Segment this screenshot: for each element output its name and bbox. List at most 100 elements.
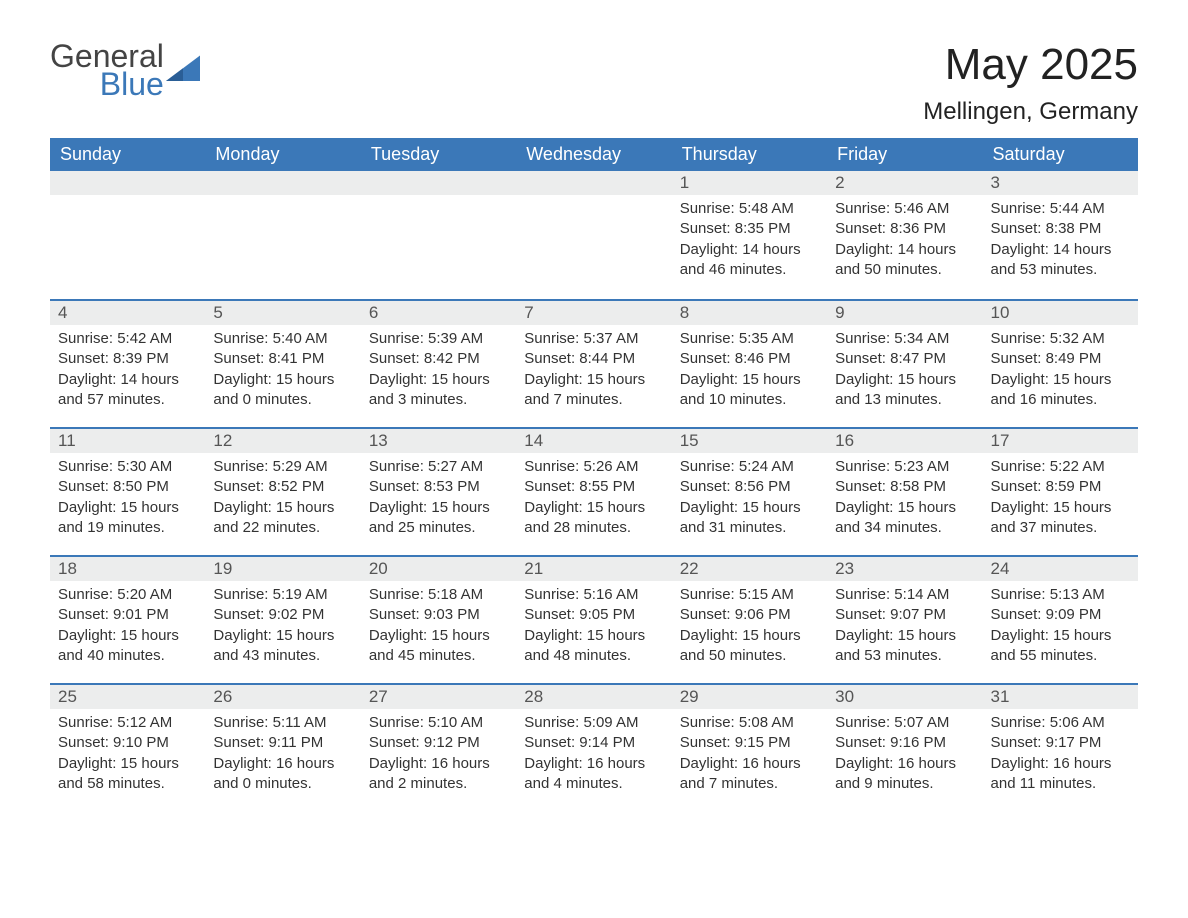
weekday-header-row: SundayMondayTuesdayWednesdayThursdayFrid… (50, 138, 1138, 171)
day-number (50, 171, 205, 195)
weekday-header: Wednesday (516, 138, 671, 171)
daylight-line: Daylight: 15 hours and 19 minutes. (58, 498, 197, 539)
sunrise-line: Sunrise: 5:18 AM (369, 585, 508, 605)
sunset-line: Sunset: 9:09 PM (991, 605, 1130, 625)
sunset-line: Sunset: 9:01 PM (58, 605, 197, 625)
sunrise-line: Sunrise: 5:11 AM (213, 713, 352, 733)
day-cell: 1Sunrise: 5:48 AMSunset: 8:35 PMDaylight… (672, 171, 827, 299)
day-cell: 30Sunrise: 5:07 AMSunset: 9:16 PMDayligh… (827, 685, 982, 811)
day-number: 30 (827, 685, 982, 709)
sunset-line: Sunset: 8:42 PM (369, 349, 508, 369)
day-number: 22 (672, 557, 827, 581)
sunrise-line: Sunrise: 5:32 AM (991, 329, 1130, 349)
brand-logo: General Blue (50, 40, 200, 100)
day-cell: 10Sunrise: 5:32 AMSunset: 8:49 PMDayligh… (983, 301, 1138, 427)
sunrise-line: Sunrise: 5:09 AM (524, 713, 663, 733)
page-title: May 2025 (923, 40, 1138, 90)
daylight-line: Daylight: 15 hours and 10 minutes. (680, 370, 819, 411)
day-number: 20 (361, 557, 516, 581)
sunset-line: Sunset: 8:39 PM (58, 349, 197, 369)
day-cell: 21Sunrise: 5:16 AMSunset: 9:05 PMDayligh… (516, 557, 671, 683)
sunset-line: Sunset: 8:35 PM (680, 219, 819, 239)
sunset-line: Sunset: 8:59 PM (991, 477, 1130, 497)
day-details: Sunrise: 5:09 AMSunset: 9:14 PMDaylight:… (516, 709, 671, 804)
daylight-line: Daylight: 15 hours and 40 minutes. (58, 626, 197, 667)
day-number: 5 (205, 301, 360, 325)
day-cell: 24Sunrise: 5:13 AMSunset: 9:09 PMDayligh… (983, 557, 1138, 683)
daylight-line: Daylight: 15 hours and 22 minutes. (213, 498, 352, 539)
day-cell (50, 171, 205, 299)
daylight-line: Daylight: 15 hours and 50 minutes. (680, 626, 819, 667)
day-number: 17 (983, 429, 1138, 453)
day-details: Sunrise: 5:48 AMSunset: 8:35 PMDaylight:… (672, 195, 827, 290)
day-cell: 19Sunrise: 5:19 AMSunset: 9:02 PMDayligh… (205, 557, 360, 683)
day-details: Sunrise: 5:18 AMSunset: 9:03 PMDaylight:… (361, 581, 516, 676)
sunset-line: Sunset: 9:15 PM (680, 733, 819, 753)
day-number: 1 (672, 171, 827, 195)
sunset-line: Sunset: 8:58 PM (835, 477, 974, 497)
daylight-line: Daylight: 14 hours and 50 minutes. (835, 240, 974, 281)
day-cell: 16Sunrise: 5:23 AMSunset: 8:58 PMDayligh… (827, 429, 982, 555)
sunrise-line: Sunrise: 5:24 AM (680, 457, 819, 477)
daylight-line: Daylight: 15 hours and 25 minutes. (369, 498, 508, 539)
day-number: 10 (983, 301, 1138, 325)
day-details: Sunrise: 5:26 AMSunset: 8:55 PMDaylight:… (516, 453, 671, 548)
day-cell (361, 171, 516, 299)
day-cell (516, 171, 671, 299)
day-number: 16 (827, 429, 982, 453)
day-cell (205, 171, 360, 299)
day-cell: 29Sunrise: 5:08 AMSunset: 9:15 PMDayligh… (672, 685, 827, 811)
day-details: Sunrise: 5:37 AMSunset: 8:44 PMDaylight:… (516, 325, 671, 420)
day-number: 8 (672, 301, 827, 325)
day-cell: 14Sunrise: 5:26 AMSunset: 8:55 PMDayligh… (516, 429, 671, 555)
day-number: 23 (827, 557, 982, 581)
day-details: Sunrise: 5:06 AMSunset: 9:17 PMDaylight:… (983, 709, 1138, 804)
day-number: 15 (672, 429, 827, 453)
day-number: 13 (361, 429, 516, 453)
day-cell: 18Sunrise: 5:20 AMSunset: 9:01 PMDayligh… (50, 557, 205, 683)
day-details: Sunrise: 5:20 AMSunset: 9:01 PMDaylight:… (50, 581, 205, 676)
day-cell: 23Sunrise: 5:14 AMSunset: 9:07 PMDayligh… (827, 557, 982, 683)
header-region: General Blue May 2025 Mellingen, Germany (50, 40, 1138, 126)
day-cell: 26Sunrise: 5:11 AMSunset: 9:11 PMDayligh… (205, 685, 360, 811)
week-row: 18Sunrise: 5:20 AMSunset: 9:01 PMDayligh… (50, 555, 1138, 683)
daylight-line: Daylight: 15 hours and 3 minutes. (369, 370, 508, 411)
day-cell: 5Sunrise: 5:40 AMSunset: 8:41 PMDaylight… (205, 301, 360, 427)
sunrise-line: Sunrise: 5:39 AM (369, 329, 508, 349)
daylight-line: Daylight: 15 hours and 13 minutes. (835, 370, 974, 411)
day-details: Sunrise: 5:46 AMSunset: 8:36 PMDaylight:… (827, 195, 982, 290)
day-number: 29 (672, 685, 827, 709)
daylight-line: Daylight: 15 hours and 0 minutes. (213, 370, 352, 411)
sunrise-line: Sunrise: 5:23 AM (835, 457, 974, 477)
sunrise-line: Sunrise: 5:06 AM (991, 713, 1130, 733)
day-details: Sunrise: 5:15 AMSunset: 9:06 PMDaylight:… (672, 581, 827, 676)
sunrise-line: Sunrise: 5:07 AM (835, 713, 974, 733)
day-number: 27 (361, 685, 516, 709)
day-cell: 3Sunrise: 5:44 AMSunset: 8:38 PMDaylight… (983, 171, 1138, 299)
weekday-header: Monday (205, 138, 360, 171)
day-cell: 9Sunrise: 5:34 AMSunset: 8:47 PMDaylight… (827, 301, 982, 427)
sunset-line: Sunset: 8:49 PM (991, 349, 1130, 369)
daylight-line: Daylight: 14 hours and 46 minutes. (680, 240, 819, 281)
location-label: Mellingen, Germany (923, 98, 1138, 126)
week-row: 4Sunrise: 5:42 AMSunset: 8:39 PMDaylight… (50, 299, 1138, 427)
day-number: 26 (205, 685, 360, 709)
day-number: 9 (827, 301, 982, 325)
weekday-header: Thursday (672, 138, 827, 171)
sunset-line: Sunset: 8:41 PM (213, 349, 352, 369)
day-number (205, 171, 360, 195)
sunrise-line: Sunrise: 5:46 AM (835, 199, 974, 219)
calendar: SundayMondayTuesdayWednesdayThursdayFrid… (50, 138, 1138, 811)
day-number (516, 171, 671, 195)
day-cell: 6Sunrise: 5:39 AMSunset: 8:42 PMDaylight… (361, 301, 516, 427)
day-details: Sunrise: 5:27 AMSunset: 8:53 PMDaylight:… (361, 453, 516, 548)
day-number: 4 (50, 301, 205, 325)
sunrise-line: Sunrise: 5:14 AM (835, 585, 974, 605)
sunrise-line: Sunrise: 5:20 AM (58, 585, 197, 605)
day-details: Sunrise: 5:14 AMSunset: 9:07 PMDaylight:… (827, 581, 982, 676)
sunrise-line: Sunrise: 5:34 AM (835, 329, 974, 349)
sunrise-line: Sunrise: 5:48 AM (680, 199, 819, 219)
daylight-line: Daylight: 15 hours and 28 minutes. (524, 498, 663, 539)
daylight-line: Daylight: 15 hours and 55 minutes. (991, 626, 1130, 667)
day-cell: 13Sunrise: 5:27 AMSunset: 8:53 PMDayligh… (361, 429, 516, 555)
